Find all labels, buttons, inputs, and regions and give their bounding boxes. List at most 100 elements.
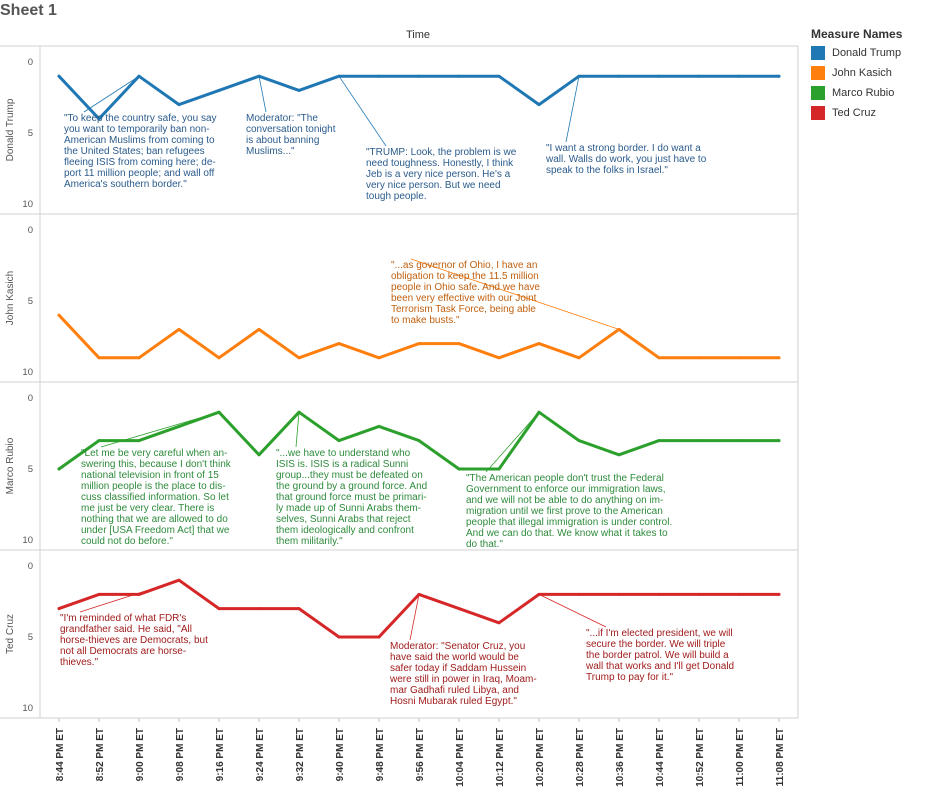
data-point xyxy=(137,439,141,443)
data-point xyxy=(257,74,261,78)
x-tick-label: 10:28 PM ET xyxy=(575,728,586,787)
x-tick-label: 11:00 PM ET xyxy=(735,728,746,786)
data-point xyxy=(697,356,701,360)
data-point xyxy=(297,410,301,414)
annotation-text: "...we have to understand who ISIS is. IS… xyxy=(276,448,427,547)
x-tick-label: 9:24 PM ET xyxy=(255,728,266,781)
data-point xyxy=(577,356,581,360)
annotation-leader xyxy=(565,76,580,143)
x-tick-label: 9:16 PM ET xyxy=(215,728,226,781)
panel-label: John Kasich xyxy=(5,271,16,325)
panel-ted-cruz: Ted Cruz 0 5 10 "I'm reminded of what FDR's g… xyxy=(5,561,781,714)
data-point xyxy=(137,356,141,360)
annotation-text: "TRUMP: Look, the problem is we need toug… xyxy=(366,147,517,202)
x-tick-label: 9:32 PM ET xyxy=(295,728,306,781)
panel-label: Ted Cruz xyxy=(5,614,16,654)
x-tick-label: 10:04 PM ET xyxy=(455,728,466,787)
legend-item[interactable]: Donald Trump xyxy=(811,43,947,63)
sheet-title: Sheet 1 xyxy=(0,2,57,19)
y-tick-label: 5 xyxy=(28,128,33,139)
data-point xyxy=(177,327,181,331)
data-point xyxy=(257,453,261,457)
legend-item[interactable]: Ted Cruz xyxy=(811,103,947,123)
data-point xyxy=(457,467,461,471)
data-point xyxy=(337,74,341,78)
annotation-text: Moderator: "The conversation tonight is ab… xyxy=(246,113,336,157)
data-point xyxy=(337,342,341,346)
data-point xyxy=(657,592,661,596)
data-point xyxy=(337,635,341,639)
legend-label: John Kasich xyxy=(832,67,892,79)
data-point xyxy=(737,74,741,78)
annotation-text: "I want a strong border. I do want a wall… xyxy=(545,143,707,176)
chart-panels: Donald Trump 0 5 10 "To keep the country saf… xyxy=(5,57,781,714)
annotation-text: "I'm reminded of what FDR's grandfather s… xyxy=(60,613,208,668)
annotation-text: "To keep the country safe, you say you wa… xyxy=(64,113,217,190)
annotation-text: "The American people don't trust the Fed… xyxy=(466,473,672,550)
y-tick-label: 10 xyxy=(22,703,33,714)
data-point xyxy=(97,117,101,121)
data-point xyxy=(497,621,501,625)
legend-swatch xyxy=(811,46,825,60)
data-point xyxy=(617,592,621,596)
data-point xyxy=(737,439,741,443)
data-point xyxy=(137,74,141,78)
data-point xyxy=(457,342,461,346)
panel-john-kasich: John Kasich 0 5 10 "...as governor of Ohio, … xyxy=(5,225,781,378)
x-axis-ticks: 8:44 PM ET 8:52 PM ET 9:00 PM ET 9:08 PM ET… xyxy=(55,718,786,787)
annotation-leader xyxy=(295,412,300,448)
legend-items: Donald Trump John Kasich Marco Rubio Ted Cr… xyxy=(811,43,947,123)
data-point xyxy=(537,410,541,414)
panel-label: Donald Trump xyxy=(5,98,16,161)
data-point xyxy=(297,607,301,611)
data-point xyxy=(697,74,701,78)
x-tick-label: 10:20 PM ET xyxy=(535,728,546,787)
y-tick-label: 10 xyxy=(22,199,33,210)
chart-frame xyxy=(0,45,799,719)
data-point xyxy=(217,607,221,611)
data-point xyxy=(137,592,141,596)
data-point xyxy=(497,74,501,78)
x-axis-title: Time xyxy=(406,29,430,41)
data-point xyxy=(497,467,501,471)
data-point xyxy=(617,453,621,457)
data-point xyxy=(577,74,581,78)
data-point xyxy=(97,356,101,360)
annotation-leader xyxy=(409,594,420,641)
data-point xyxy=(417,74,421,78)
annotation-text: "Let me be very careful when an-swering … xyxy=(81,448,232,547)
data-point xyxy=(417,439,421,443)
data-point xyxy=(257,607,261,611)
x-tick-label: 9:08 PM ET xyxy=(175,728,186,781)
data-point xyxy=(297,356,301,360)
x-tick-label: 9:48 PM ET xyxy=(375,728,386,781)
legend-item[interactable]: John Kasich xyxy=(811,63,947,83)
data-point xyxy=(97,439,101,443)
legend-swatch xyxy=(811,106,825,120)
x-tick-label: 10:36 PM ET xyxy=(615,728,626,787)
data-point xyxy=(377,356,381,360)
data-point xyxy=(377,424,381,428)
data-point xyxy=(737,592,741,596)
data-point xyxy=(337,439,341,443)
x-tick-label: 10:44 PM ET xyxy=(655,728,666,787)
annotation-text: "...as governor of Ohio, I have an obliga… xyxy=(391,260,540,326)
annotation-leader xyxy=(258,76,267,113)
data-point xyxy=(657,356,661,360)
annotation-leader xyxy=(338,75,387,147)
x-tick-label: 10:12 PM ET xyxy=(495,728,506,787)
data-point xyxy=(257,327,261,331)
legend-swatch xyxy=(811,86,825,100)
data-point xyxy=(217,410,221,414)
annotation-text: "...if I'm elected president, we will sec… xyxy=(585,628,734,683)
data-point xyxy=(537,342,541,346)
y-tick-label: 5 xyxy=(28,296,33,307)
data-point xyxy=(417,342,421,346)
legend-swatch xyxy=(811,66,825,80)
x-tick-label: 9:56 PM ET xyxy=(415,728,426,781)
data-point xyxy=(377,74,381,78)
data-point xyxy=(57,607,61,611)
data-point xyxy=(417,592,421,596)
legend-item[interactable]: Marco Rubio xyxy=(811,83,947,103)
